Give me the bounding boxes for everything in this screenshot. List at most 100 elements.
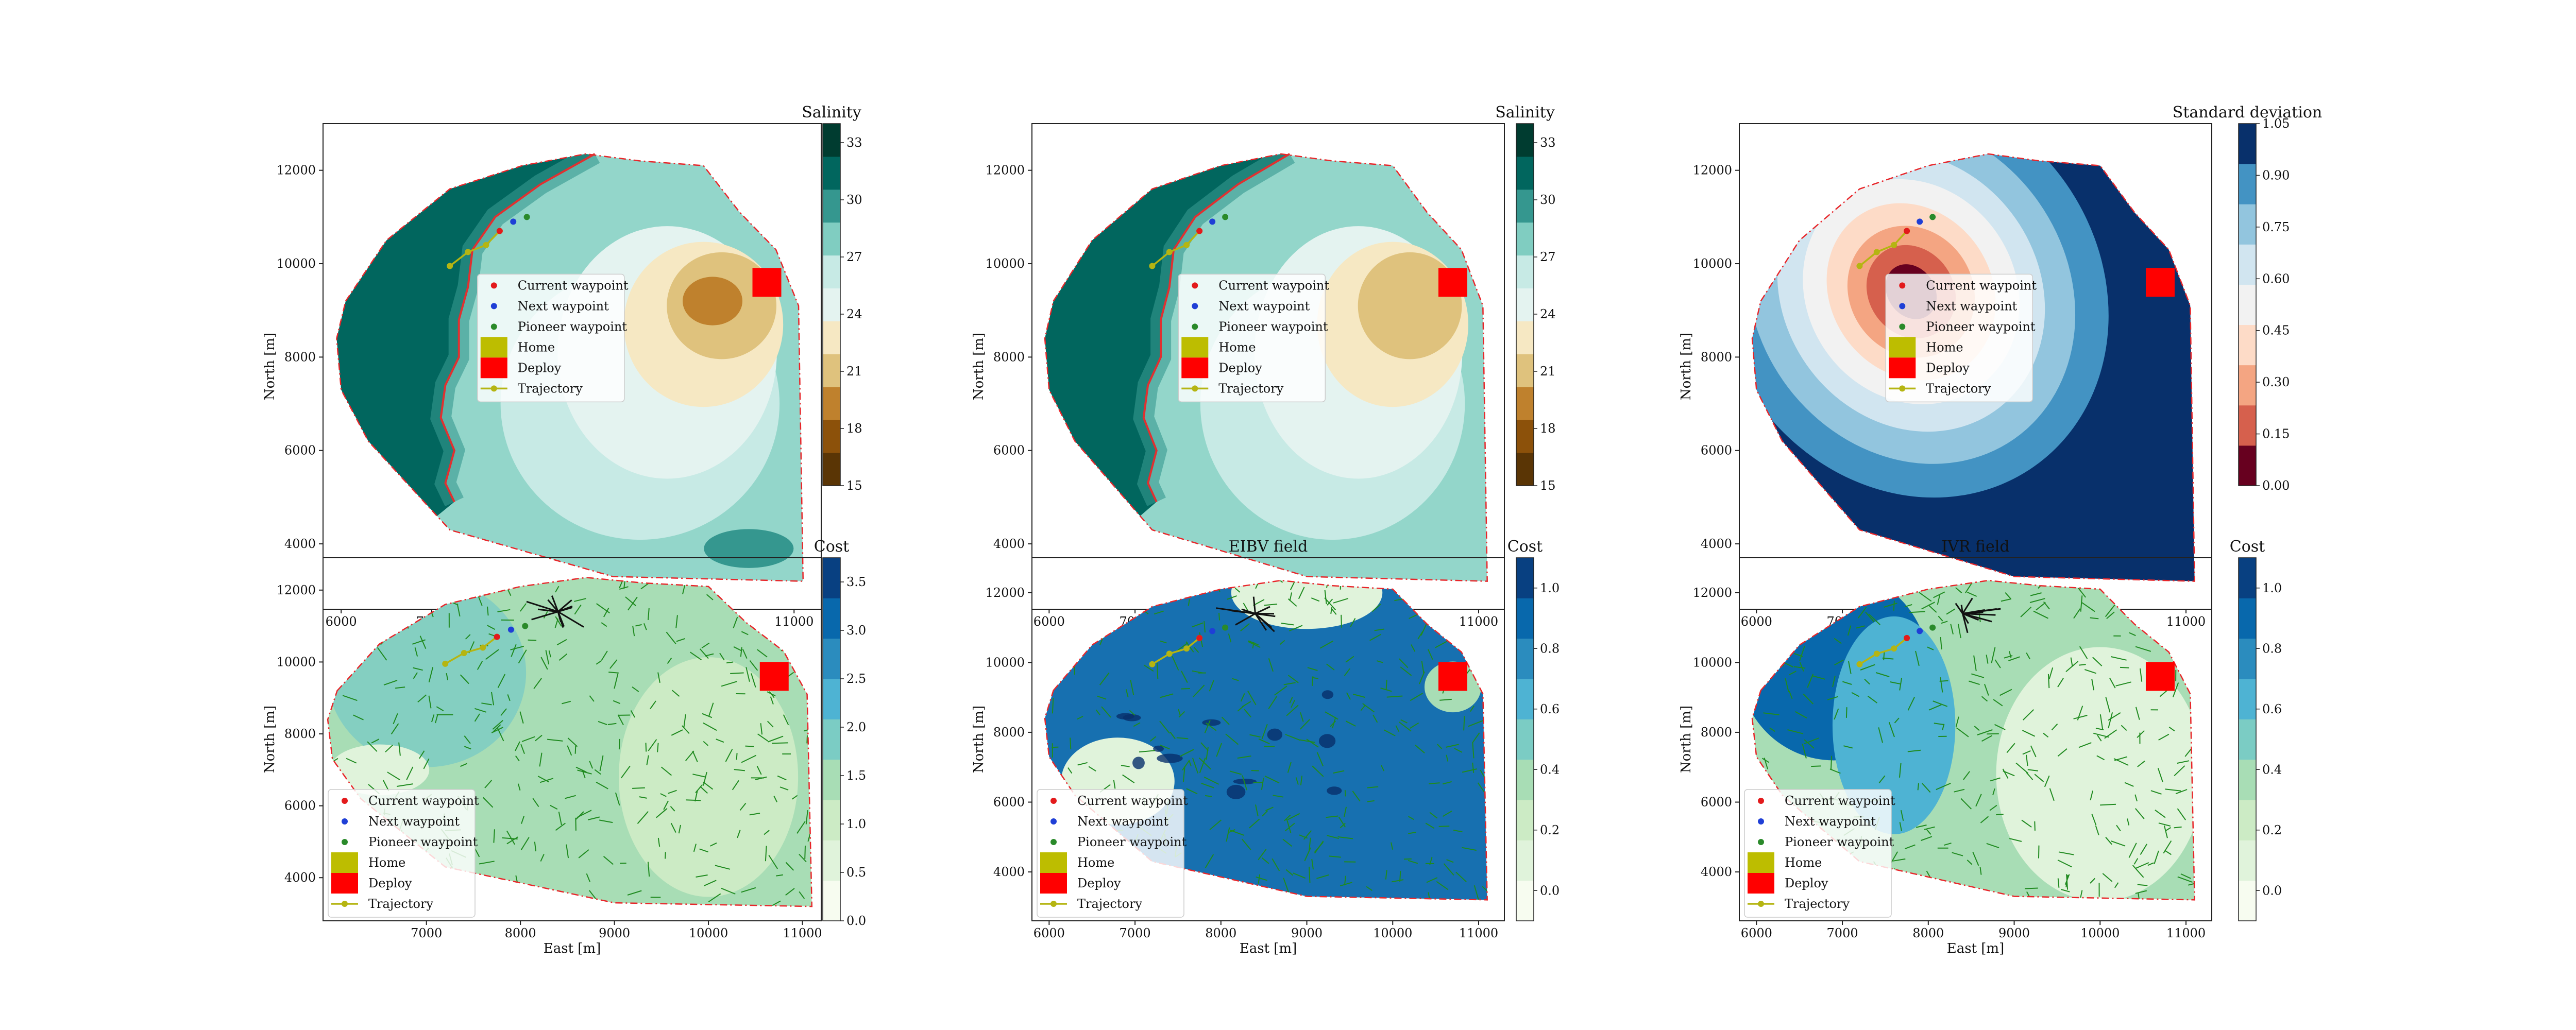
legend-label: Pioneer waypoint <box>1077 835 1187 849</box>
tree-branch <box>741 887 756 893</box>
legend-label: Pioneer waypoint <box>1218 319 1328 334</box>
tree-branch <box>2078 890 2083 900</box>
current-waypoint-marker <box>494 633 500 640</box>
tree-branch <box>1899 585 1904 596</box>
tree-branch <box>1875 672 1890 677</box>
tree-branch <box>2073 715 2088 719</box>
tree-branch <box>1936 782 1951 791</box>
tree-branch <box>1999 689 2012 696</box>
x-tick-label: 6000 <box>1741 926 1772 940</box>
tree-branch <box>1268 658 1274 672</box>
tree-branch <box>1176 737 1189 740</box>
tree-branch <box>1399 722 1412 732</box>
tree-branch <box>2020 606 2032 617</box>
current-waypoint-marker <box>1196 228 1203 234</box>
tree-branch <box>741 754 757 763</box>
tree-branch <box>708 893 721 903</box>
tree-branch <box>628 596 638 611</box>
colorbar-tick-label: 30 <box>1540 193 1556 207</box>
tree-branch <box>522 577 531 586</box>
tree-branch <box>446 673 449 680</box>
tree-branch <box>739 802 747 811</box>
tree-branch <box>1950 624 1954 634</box>
tree-branch <box>1967 860 1973 865</box>
tree-branch <box>1346 692 1351 700</box>
tree-branch <box>799 891 805 899</box>
tree-branch <box>540 657 548 670</box>
tree-branch <box>1309 866 1311 883</box>
tree-branch <box>2124 600 2130 608</box>
tree-branch <box>535 734 543 742</box>
tree-branch <box>1972 852 1979 866</box>
y-tick-label: 8000 <box>993 725 1025 740</box>
tree-branch <box>398 742 401 756</box>
tree-branch <box>2104 729 2117 739</box>
colorbar-frame <box>822 123 841 486</box>
tree-branch <box>1367 800 1375 802</box>
tree-branch <box>1283 682 1296 685</box>
tree-branch <box>1344 790 1346 797</box>
tree-branch <box>435 714 438 724</box>
legend-label: Trajectory <box>1218 381 1283 396</box>
panel-cost-eibv: 6000 7000 8000 9000 10000 11000 4000 6000 8000 10… <box>971 538 1560 956</box>
tree-branch <box>1907 749 1921 752</box>
colorbar-tick-label: 0.6 <box>2262 702 2282 716</box>
y-tick-label: 4000 <box>284 537 316 551</box>
field-spot <box>1327 786 1342 795</box>
x-axis-label: East [m] <box>1240 941 1297 956</box>
tree-branch <box>1915 650 1920 666</box>
panel-cost-ivr: 6000 7000 8000 9000 10000 11000 4000 6000 8000 10… <box>1679 538 2282 956</box>
legend-marker <box>331 852 358 873</box>
legend-label: Home <box>1785 855 1822 870</box>
tree-branch <box>657 743 659 752</box>
tree-branch <box>721 887 736 895</box>
tree-branch <box>1093 606 1103 616</box>
tree-branch <box>2001 598 2012 602</box>
tree-branch <box>1385 870 1387 880</box>
colorbar-step <box>1516 453 1534 486</box>
colorbar-step <box>2239 679 2256 719</box>
y-tick-label: 10000 <box>986 655 1025 670</box>
tree-branch <box>692 750 698 762</box>
tree-branch <box>1979 867 1982 875</box>
tree-branch <box>2057 748 2067 757</box>
tree-branch <box>1763 712 1780 715</box>
tree-branch <box>2058 851 2074 855</box>
tree-branch <box>703 781 714 790</box>
legend-label: Current waypoint <box>1218 278 1329 293</box>
trajectory-point <box>442 660 449 667</box>
tree-branch <box>1421 661 1425 674</box>
colorbar-tick-label: 3.5 <box>846 575 866 589</box>
tree-branch <box>412 639 426 645</box>
tree-branch <box>1928 604 1937 613</box>
tree-branch <box>1286 819 1292 833</box>
tree-branch <box>690 651 702 661</box>
tree-branch <box>515 741 520 751</box>
legend-label: Trajectory <box>518 381 583 396</box>
tree-branch <box>387 771 400 781</box>
tree-branch <box>1795 615 1798 623</box>
tree-branch <box>550 804 558 810</box>
tree-branch <box>2105 837 2112 845</box>
tree-branch <box>1300 712 1304 722</box>
tree-branch <box>745 667 750 682</box>
tree-branch <box>1446 754 1449 762</box>
tree-branch <box>329 758 333 765</box>
colorbar: 0.0 0.2 0.4 0.6 0.8 1.0 Cost <box>1507 538 1560 921</box>
tree-branch <box>1921 836 1933 841</box>
tree-branch <box>1435 641 1447 648</box>
tree-branch <box>1483 590 1487 594</box>
colorbar-step <box>1516 321 1534 354</box>
tree-branch <box>1962 613 1969 633</box>
tree-branch <box>1804 739 1815 749</box>
selected-tree <box>1216 596 1276 632</box>
tree-branch <box>2177 876 2193 883</box>
tree-branch <box>1917 783 1919 791</box>
legend-label: Deploy <box>1785 876 1828 890</box>
tree-branch <box>1922 783 1931 793</box>
tree-branch <box>2127 818 2130 826</box>
tree-branch <box>391 723 399 735</box>
tree-branch <box>406 766 414 780</box>
tree-branch <box>1419 605 1423 611</box>
tree-branch <box>2102 873 2113 882</box>
